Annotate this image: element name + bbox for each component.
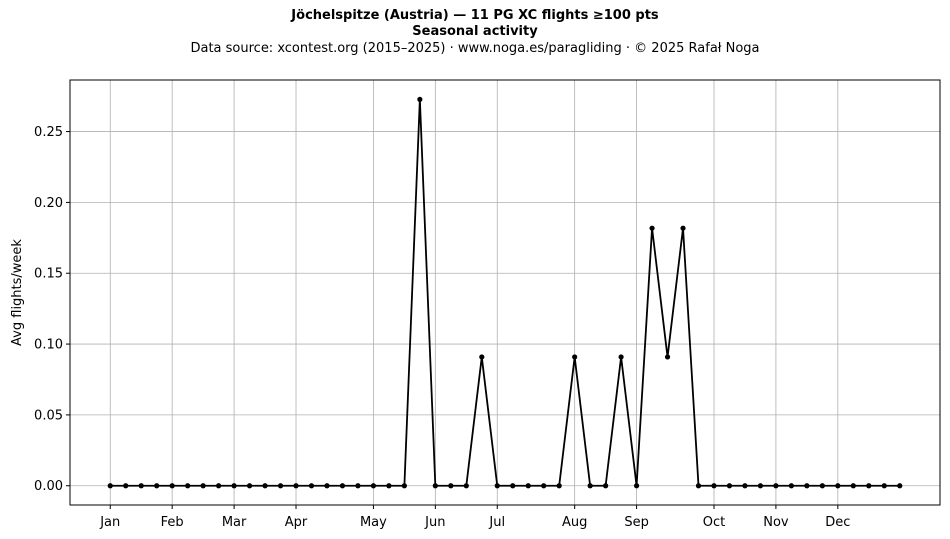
data-point xyxy=(835,483,841,489)
data-point xyxy=(711,483,717,489)
data-point xyxy=(757,483,764,489)
data-point xyxy=(866,483,872,489)
data-point xyxy=(494,483,500,489)
data-point xyxy=(572,354,578,360)
chart-title: Jöchelspitze (Austria) — 11 PG XC flight… xyxy=(291,8,659,23)
chart-subtitle: Seasonal activity xyxy=(412,24,538,39)
y-axis-ticks: 0.00 0.05 0.10 0.15 0.20 0.25 xyxy=(34,125,70,494)
data-point xyxy=(324,483,330,489)
grid-lines xyxy=(70,80,940,505)
data-point xyxy=(479,354,485,360)
data-point xyxy=(649,225,655,231)
data-point xyxy=(216,483,222,489)
x-tick-label-apr: Apr xyxy=(285,515,308,530)
data-point xyxy=(897,483,903,489)
series-line xyxy=(110,98,900,487)
data-point xyxy=(541,483,547,489)
data-point xyxy=(804,483,810,489)
data-point xyxy=(277,483,284,489)
data-point xyxy=(448,483,454,489)
x-tick-label-jan: Jan xyxy=(99,515,120,530)
data-point xyxy=(154,483,160,489)
data-point xyxy=(603,483,609,489)
y-tick-label: 0.10 xyxy=(34,338,63,353)
data-point xyxy=(262,483,268,489)
data-point xyxy=(850,483,856,489)
data-point xyxy=(726,483,733,489)
data-point xyxy=(664,354,671,360)
data-point xyxy=(881,483,887,489)
data-point xyxy=(463,483,469,489)
y-tick-label: 0.00 xyxy=(34,479,63,494)
data-point xyxy=(200,483,206,489)
x-tick-label-may: May xyxy=(360,515,387,530)
data-point xyxy=(819,483,825,489)
data-point xyxy=(633,483,640,489)
data-point xyxy=(587,483,593,489)
x-tick-label-oct: Oct xyxy=(703,515,725,530)
data-point xyxy=(339,483,346,489)
x-tick-label-aug: Aug xyxy=(562,515,587,530)
x-axis-ticks: Jan Feb Mar Apr May Jun Jul Aug Sep Oct Nov Dec xyxy=(99,505,850,530)
data-point xyxy=(695,483,702,489)
data-point xyxy=(138,483,144,489)
data-point xyxy=(231,483,237,489)
y-axis-label: Avg flights/week xyxy=(10,239,25,346)
x-tick-label-dec: Dec xyxy=(825,515,850,530)
x-tick-label-sep: Sep xyxy=(624,515,649,530)
data-point xyxy=(246,483,253,489)
data-point xyxy=(386,483,392,489)
x-tick-label-jul: Jul xyxy=(488,515,505,530)
plot-frame xyxy=(69,79,941,506)
data-point xyxy=(510,483,516,489)
data-point xyxy=(432,483,438,489)
data-point xyxy=(185,483,191,489)
series-group xyxy=(107,96,903,489)
data-point xyxy=(308,483,315,489)
data-point xyxy=(618,354,624,360)
y-tick-label: 0.25 xyxy=(34,125,63,140)
data-point xyxy=(293,483,299,489)
data-point xyxy=(107,483,113,489)
x-tick-label-feb: Feb xyxy=(161,515,184,530)
data-point xyxy=(773,483,779,489)
data-point xyxy=(417,96,423,103)
data-point xyxy=(123,483,129,489)
data-point xyxy=(788,483,794,489)
data-point xyxy=(169,483,175,489)
data-point xyxy=(525,483,531,489)
data-point xyxy=(742,483,748,489)
x-tick-label-nov: Nov xyxy=(763,515,789,530)
data-point xyxy=(556,483,562,489)
chart-title-block: Jöchelspitze (Austria) — 11 PG XC flight… xyxy=(0,8,950,58)
data-point xyxy=(401,483,407,489)
data-point xyxy=(680,225,686,231)
chart-source-note: Data source: xcontest.org (2015–2025) · … xyxy=(190,41,760,56)
y-tick-label: 0.20 xyxy=(34,196,63,211)
data-point xyxy=(370,483,377,489)
y-tick-label: 0.05 xyxy=(34,408,63,423)
x-tick-label-mar: Mar xyxy=(222,515,247,530)
x-tick-label-jun: Jun xyxy=(424,515,445,530)
data-point xyxy=(355,483,361,489)
y-tick-label: 0.15 xyxy=(34,267,63,282)
